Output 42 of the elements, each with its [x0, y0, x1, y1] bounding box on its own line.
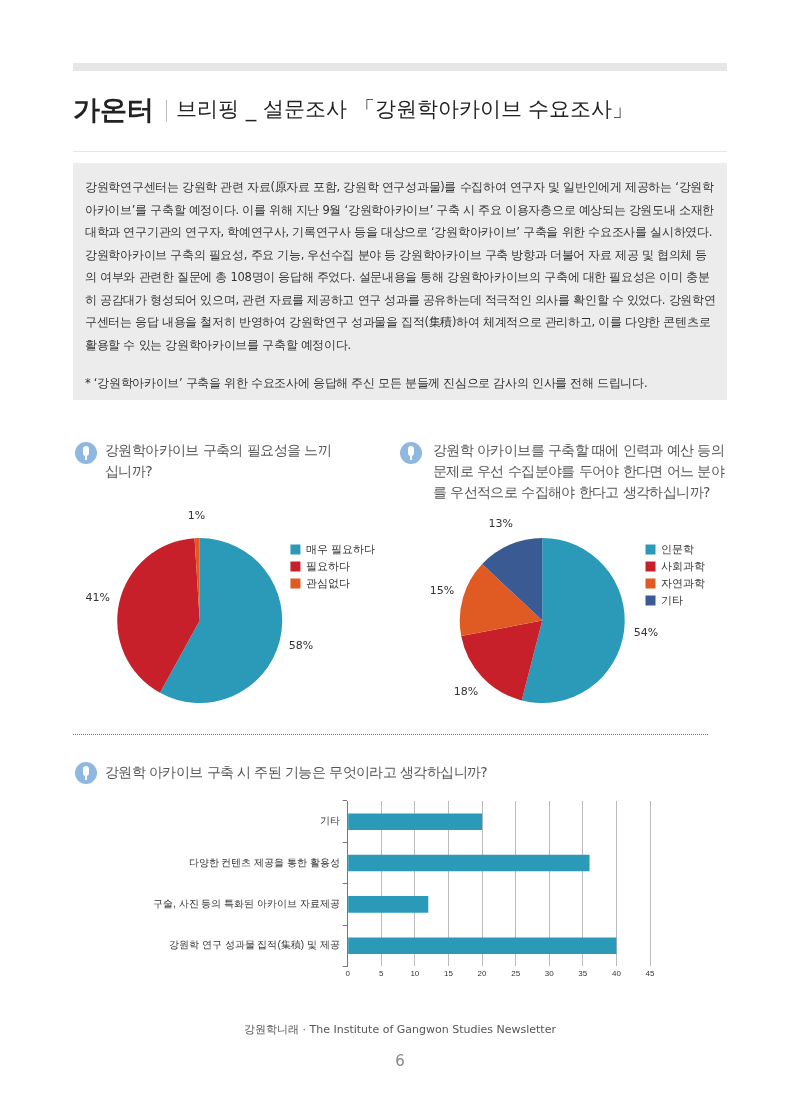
- x-tick-label: 25: [511, 969, 521, 979]
- text: 강원학아카이브 구축의 필요성, 주요 기능, 우선수집 분야 등 강원학아카이브 구축 방향과 더불어 자료 제공 및 협의체 등의 여부와 관련한 질문에 총 108명이 응답해 주었다. 설문내용을 통해 강원학아카이브의 구축에 대한 필요성은 이미 충분히 공감대가 형성되어 있으며, 관련 자료를 제공하고 연구 성과를 공유하는데 적극적인 의사를 확인할 수 있었다. 강원학연구센터는 응답 내용을 철저히 반영하여 강원학연구 성과물을 집적(集積)하여 체계적으로 관리하고, 이를 다양한 콘텐츠로 활용할 수 있는 강원학아카이브를 구축할 예정이다.: [85, 246, 717, 354]
- legend-label: 인문학: [661, 542, 694, 555]
- bar: [348, 937, 617, 954]
- x-tick-label: 5: [379, 969, 385, 979]
- x-tick-label: 15: [443, 969, 454, 979]
- text: 6: [394, 1052, 406, 1070]
- bar: [348, 854, 590, 872]
- legend-label: 자연과학: [661, 576, 705, 589]
- x-tick-label: 20: [477, 969, 488, 979]
- legend-label: 필요하다: [305, 559, 350, 572]
- y-tick-label: 기타: [319, 815, 340, 827]
- legend-label: 매우 필요하다: [305, 542, 376, 555]
- text: 브리핑 _ 설문조사 「강원학아카이브 수요조사」: [176, 96, 634, 123]
- text: * ‘강원학아카이브’ 구축을 위한 수요조사에 응답해 주신 모든 분들께 진심으로 감사의 인사를 전해 드립니다.: [85, 375, 649, 392]
- y-tick-label: 구술, 사진 등의 특화된 아카이브 자료제공: [153, 898, 340, 910]
- data-label: 54%: [633, 626, 659, 640]
- data-label: 18%: [453, 684, 479, 698]
- data-label: 58%: [288, 639, 314, 653]
- legend-label: 관심없다: [305, 576, 350, 589]
- x-tick-label: 10: [410, 969, 420, 979]
- chart-title: 강원학 아카이브를 구축할 때에 인력과 예산 등의 문제로 우선 수집분야를 두어야 한다면 어느 분야를 우선적으로 수집해야 한다고 생각하십니까?: [433, 441, 726, 502]
- x-tick-label: 30: [544, 969, 555, 979]
- y-tick-label: 강원학 연구 성과물 집적(集積) 및 제공: [169, 939, 340, 951]
- x-tick-label: 40: [611, 969, 622, 979]
- data-label: 1%: [187, 508, 206, 522]
- legend-label: 기타: [661, 593, 683, 606]
- x-tick-label: 45: [645, 969, 655, 979]
- y-tick-label: 다양한 컨텐츠 제공을 통한 활용성: [188, 856, 340, 868]
- x-tick-label: 35: [578, 969, 588, 979]
- data-label: 15%: [429, 584, 455, 598]
- text: 강원학니래 · The Institute of Gangwon Studies Newsletter: [243, 1022, 557, 1037]
- bar: [348, 896, 429, 913]
- x-tick-label: 0: [345, 969, 351, 979]
- data-label: 13%: [488, 517, 513, 531]
- text: 가온터: [73, 93, 154, 127]
- legend-label: 사회과학: [661, 559, 705, 572]
- bar: [348, 813, 483, 830]
- chart-title: 강원학 아카이브 구축 시 주된 기능은 무엇이라고 생각하십니까?: [105, 763, 489, 782]
- chart-title: 강원학아카이브 구축의 필요성을 느끼십니까?: [105, 441, 332, 481]
- text: 강원학연구센터는 강원학 관련 자료(原자료 포함, 강원학 연구성과물)를 수집하여 연구자 및 일반인에게 제공하는 ‘강원학아카이브’를 구축할 예정이다. 이를 위해 지난 9월 ‘강원학아카이브’ 구축 시 주요 이용자층으로 예상되는 강원도내 소재한 대학과 연구기관의 연구자, 학예연구사, 기록연구사 등을 대상으로 ‘강원학아카이브’ 구축을 위한 수요조사를 실시하였다.: [85, 179, 716, 241]
- data-label: 41%: [85, 590, 110, 604]
